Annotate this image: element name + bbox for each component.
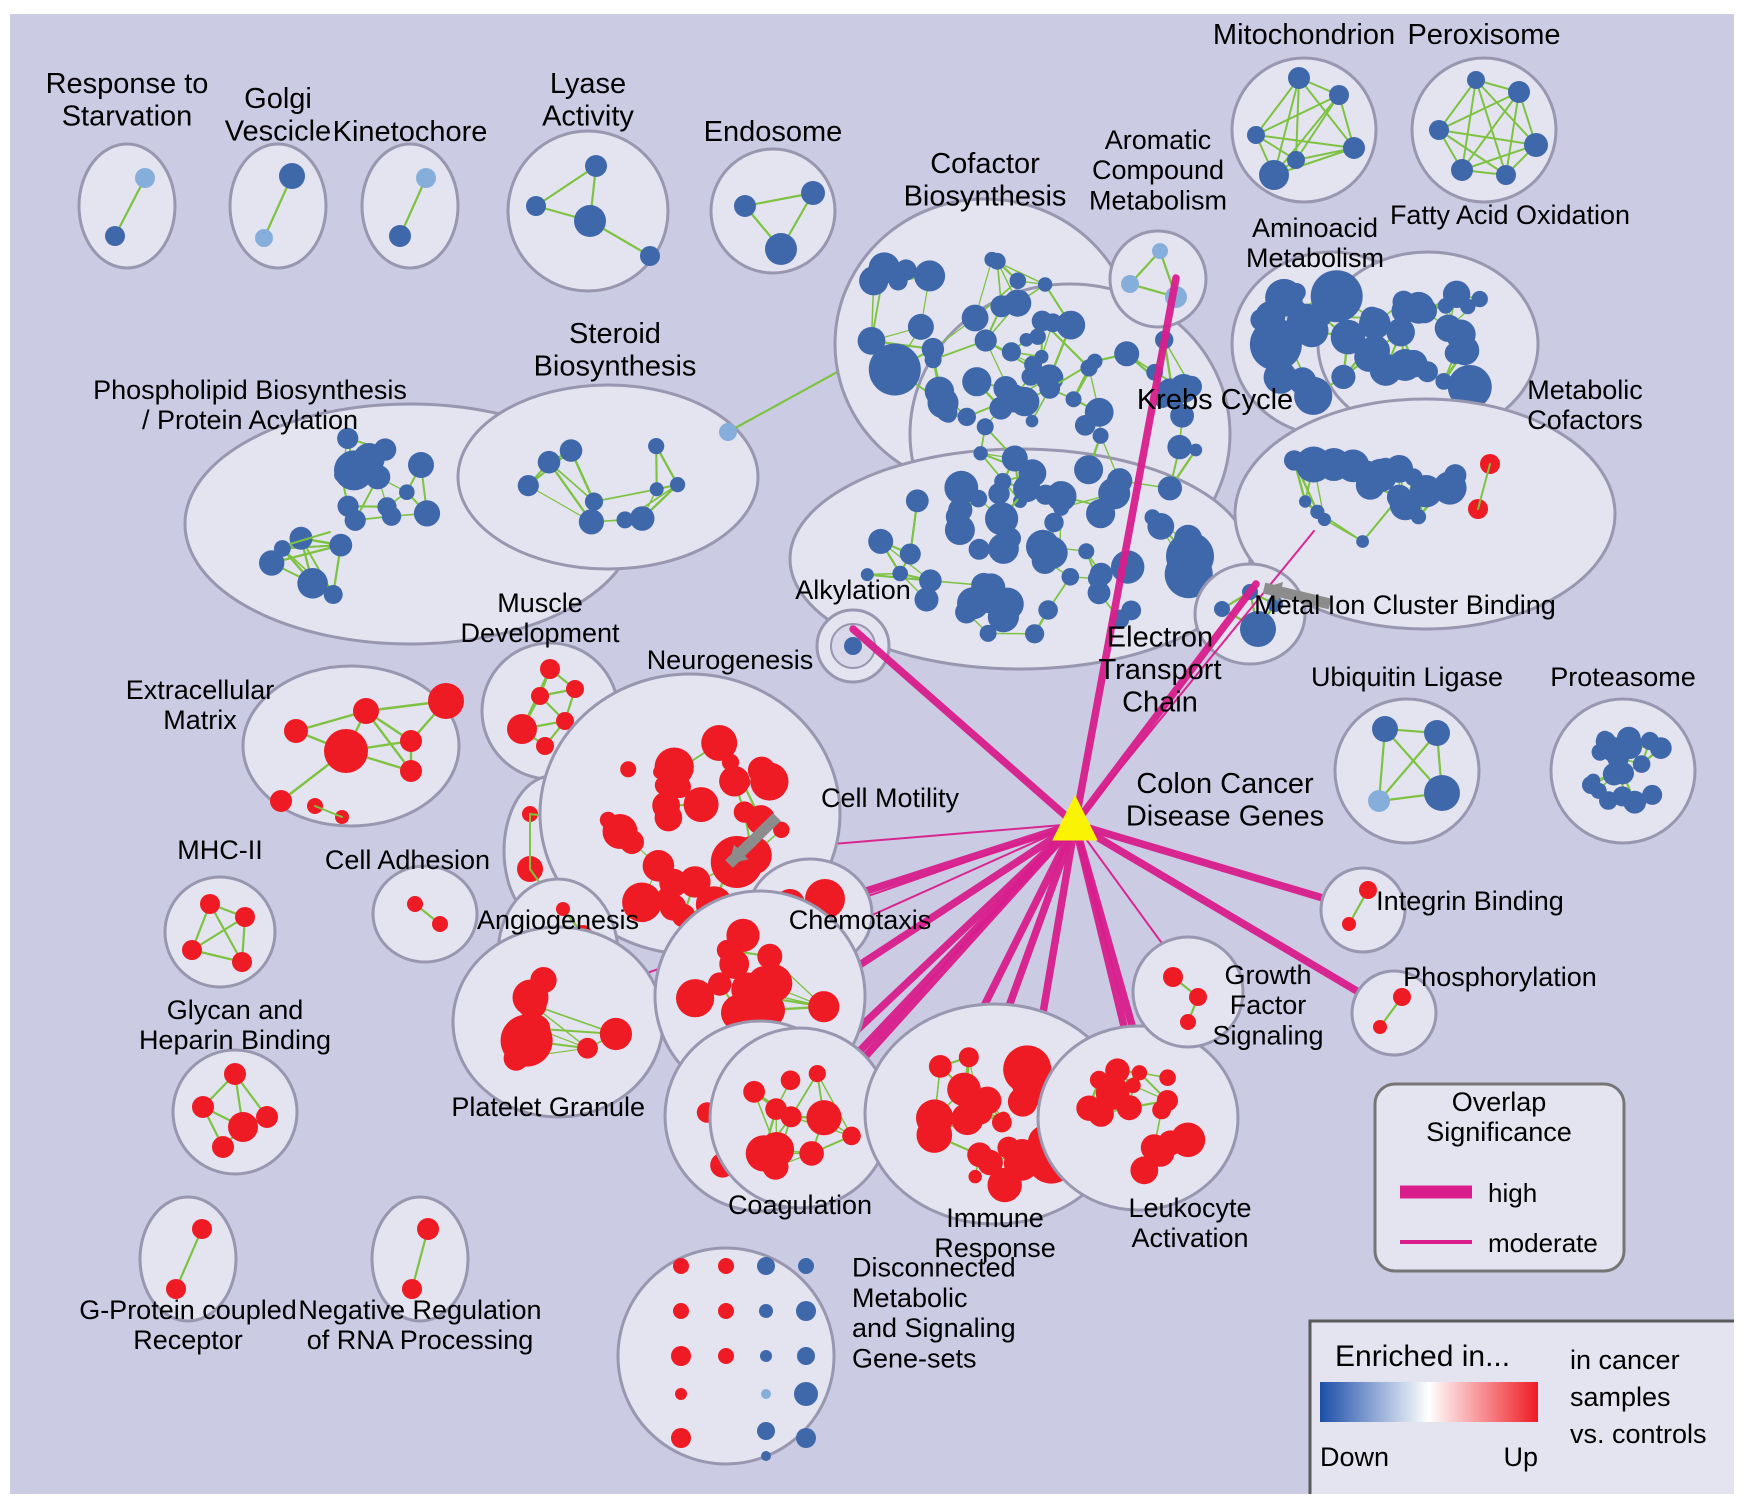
svg-text:MHC-II: MHC-II bbox=[177, 835, 262, 865]
svg-text:in cancer: in cancer bbox=[1570, 1345, 1680, 1375]
svg-text:Integrin Binding: Integrin Binding bbox=[1376, 886, 1564, 916]
svg-text:Platelet Granule: Platelet Granule bbox=[451, 1092, 645, 1122]
svg-text:moderate: moderate bbox=[1488, 1228, 1598, 1258]
svg-text:Coagulation: Coagulation bbox=[728, 1190, 872, 1220]
svg-text:Krebs Cycle: Krebs Cycle bbox=[1137, 384, 1293, 416]
svg-text:Cell Motility: Cell Motility bbox=[821, 783, 960, 813]
svg-text:Enriched in...: Enriched in... bbox=[1335, 1340, 1510, 1373]
svg-text:Endosome: Endosome bbox=[704, 116, 843, 148]
svg-text:Up: Up bbox=[1503, 1442, 1538, 1472]
svg-text:Metal Ion Cluster Binding: Metal Ion Cluster Binding bbox=[1254, 590, 1556, 620]
svg-text:Alkylation: Alkylation bbox=[795, 575, 911, 605]
svg-text:Phosphorylation: Phosphorylation bbox=[1403, 962, 1597, 992]
svg-text:high: high bbox=[1488, 1178, 1537, 1208]
svg-text:Peroxisome: Peroxisome bbox=[1407, 19, 1560, 51]
svg-text:Ubiquitin Ligase: Ubiquitin Ligase bbox=[1311, 662, 1503, 692]
svg-text:Cell Adhesion: Cell Adhesion bbox=[325, 845, 490, 875]
svg-text:Chemotaxis: Chemotaxis bbox=[789, 905, 932, 935]
svg-text:Mitochondrion: Mitochondrion bbox=[1213, 19, 1395, 51]
svg-text:samples: samples bbox=[1570, 1382, 1671, 1412]
svg-text:Proteasome: Proteasome bbox=[1550, 662, 1696, 692]
svg-text:vs. controls: vs. controls bbox=[1570, 1419, 1707, 1449]
svg-text:Down: Down bbox=[1320, 1442, 1389, 1472]
svg-text:Angiogenesis: Angiogenesis bbox=[477, 905, 639, 935]
svg-text:Neurogenesis: Neurogenesis bbox=[647, 645, 814, 675]
svg-text:Kinetochore: Kinetochore bbox=[333, 116, 488, 148]
svg-text:Fatty Acid Oxidation: Fatty Acid Oxidation bbox=[1390, 200, 1630, 230]
